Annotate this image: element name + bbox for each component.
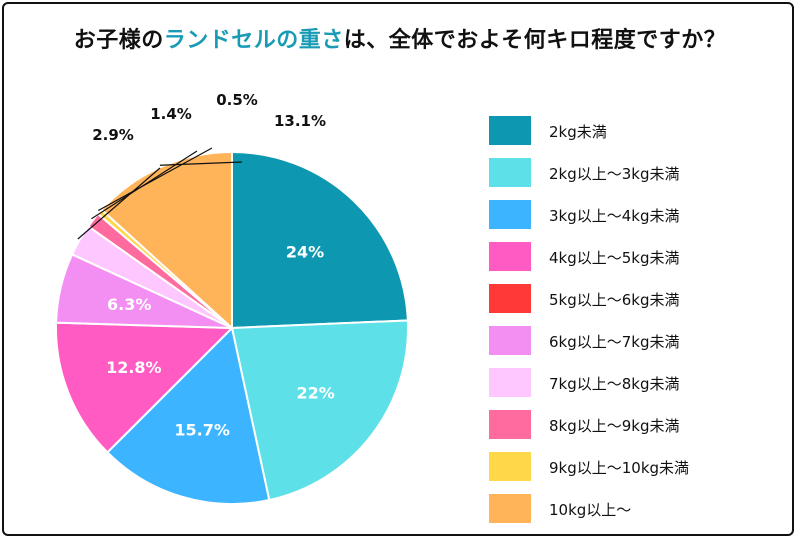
legend-label: 4kg以上〜5kg未満 — [549, 249, 680, 267]
legend-item: 6kg以上〜7kg未満 — [489, 326, 789, 368]
legend: 2kg未満 2kg以上〜3kg未満 3kg以上〜4kg未満 4kg以上〜5kg未満 5k… — [489, 116, 789, 536]
legend-swatch — [489, 368, 531, 397]
legend-label: 2kg未満 — [549, 123, 607, 141]
legend-label: 8kg以上〜9kg未満 — [549, 417, 680, 435]
legend-item: 2kg未満 — [489, 116, 789, 158]
legend-label: 5kg以上〜6kg未満 — [549, 291, 680, 309]
legend-swatch — [489, 410, 531, 439]
title-part-3: は、全体でおよそ何キロ程度ですか？ — [343, 28, 727, 53]
slice-value-label: 0.5% — [216, 91, 258, 109]
legend-swatch — [489, 200, 531, 229]
legend-swatch — [489, 158, 531, 187]
legend-swatch — [489, 494, 531, 523]
legend-item: 8kg以上〜9kg未満 — [489, 410, 789, 452]
legend-item: 2kg以上〜3kg未満 — [489, 158, 789, 200]
slice-value-label: 2.9% — [92, 126, 134, 144]
legend-label: 7kg以上〜8kg未満 — [549, 375, 680, 393]
legend-label: 3kg以上〜4kg未満 — [549, 207, 680, 225]
slice-labels: 24% 22% 15.7% 12.8% 6.3% 2.9% 1.4% 0.5% 13.1% — [92, 91, 335, 439]
chart-title: お子様のランドセルの重さは、全体でおよそ何キロ程度ですか？ — [0, 22, 800, 54]
slice-value-label: 15.7% — [174, 420, 230, 439]
slice-value-label: 22% — [296, 384, 334, 403]
leader-lines — [77, 147, 243, 240]
legend-swatch — [489, 326, 531, 355]
pie-slice — [100, 150, 233, 331]
legend-label: 2kg以上〜3kg未満 — [549, 165, 680, 183]
slice-value-label: 12.8% — [106, 358, 162, 377]
legend-item: 9kg以上〜10kg未満 — [489, 452, 789, 494]
pie-slice — [55, 321, 235, 454]
legend-swatch — [489, 284, 531, 313]
slice-value-label: 6.3% — [107, 295, 151, 314]
leader-line — [159, 161, 243, 166]
legend-label: 6kg以上〜7kg未満 — [549, 333, 680, 351]
legend-swatch — [489, 242, 531, 271]
legend-item: 5kg以上〜6kg未満 — [489, 284, 789, 326]
legend-item: 10kg以上〜 — [489, 494, 789, 536]
slice-value-label: 24% — [286, 243, 324, 262]
leader-line — [98, 147, 213, 212]
leader-line — [77, 167, 161, 240]
title-accent: ランドセルの重さ — [163, 28, 344, 53]
legend-label: 10kg以上〜 — [549, 501, 632, 519]
slice-value-label: 1.4% — [150, 105, 192, 123]
pie-slice — [106, 325, 271, 505]
pie-slice — [230, 319, 409, 502]
legend-item: 3kg以上〜4kg未満 — [489, 200, 789, 242]
pie-slice — [231, 150, 409, 330]
slice-value-label: 13.1% — [274, 112, 326, 130]
legend-label: 9kg以上〜10kg未満 — [549, 459, 690, 477]
legend-swatch — [489, 452, 531, 481]
title-part-1: お子様の — [73, 28, 164, 53]
legend-item: 4kg以上〜5kg未満 — [489, 242, 789, 284]
pie-slices — [55, 150, 409, 505]
legend-item: 7kg以上〜8kg未満 — [489, 368, 789, 410]
legend-swatch — [489, 116, 531, 145]
